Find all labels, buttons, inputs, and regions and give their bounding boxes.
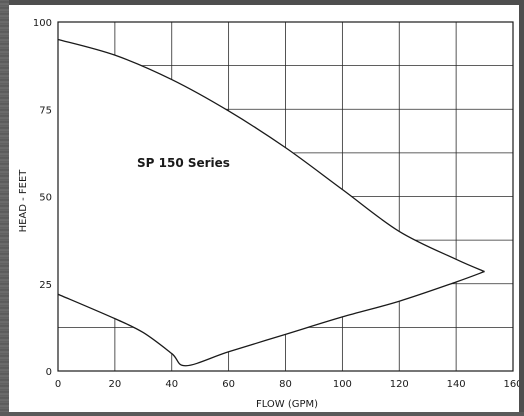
chart-title: SP 150 Series — [137, 156, 230, 170]
series-line-upper-curve — [57, 38, 485, 273]
y-tick-label: 50 — [39, 193, 52, 204]
chart-panel: 0 20 40 60 80 100 120 140 160 0 25 50 75 100 SP 150 S… — [9, 5, 523, 412]
y-axis-label: HEAD - FEET — [18, 169, 29, 233]
series-line-lower-curve — [57, 270, 485, 367]
x-tick-label: 40 — [165, 379, 178, 390]
series-layer — [57, 38, 485, 367]
x-tick-label: 0 — [55, 379, 61, 390]
frame-top-border — [0, 0, 524, 5]
x-tick-label: 120 — [390, 379, 409, 390]
x-tick-label: 80 — [279, 379, 292, 390]
x-axis-label: FLOW (GPM) — [256, 399, 318, 410]
operating-region-fill — [58, 39, 485, 366]
y-tick-label: 100 — [33, 18, 52, 29]
y-tick-label: 75 — [39, 105, 52, 116]
y-tick-label: 0 — [46, 367, 52, 378]
pump-curve-chart: 0 20 40 60 80 100 120 140 160 0 25 50 75 100 SP 150 S… — [18, 18, 523, 410]
plot-area-frame — [57, 21, 514, 372]
x-tick-label: 60 — [222, 379, 235, 390]
tick-label-layer: 0 20 40 60 80 100 120 140 160 0 25 50 75 100 — [33, 18, 523, 390]
y-tick-label: 25 — [39, 280, 52, 291]
frame-left-border — [0, 0, 9, 412]
x-tick-label: 140 — [447, 379, 466, 390]
x-tick-label: 100 — [333, 379, 352, 390]
x-tick-label: 20 — [109, 379, 122, 390]
frame-right-border — [519, 0, 524, 412]
x-tick-label: 160 — [503, 379, 519, 390]
